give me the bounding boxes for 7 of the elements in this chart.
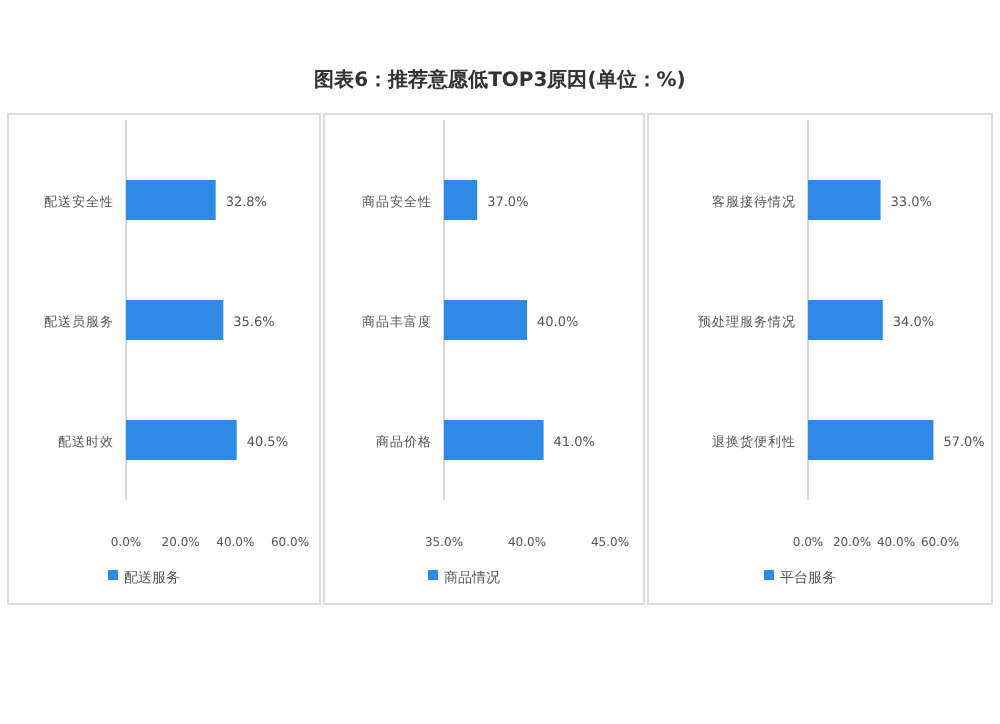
- text: 图表6：推荐意愿低TOP3原因(单位：%): [314, 68, 686, 92]
- bar: [126, 420, 237, 460]
- bar: [808, 420, 934, 460]
- bar: [126, 180, 216, 220]
- bar: [808, 180, 881, 220]
- bar: [808, 300, 883, 340]
- bar: [126, 300, 224, 340]
